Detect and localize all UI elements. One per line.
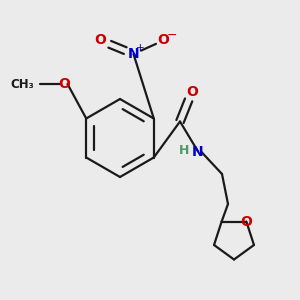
- Text: O: O: [158, 34, 169, 47]
- Text: O: O: [240, 214, 252, 229]
- Text: N: N: [128, 47, 139, 61]
- Text: CH₃: CH₃: [11, 77, 34, 91]
- Text: −: −: [167, 28, 177, 42]
- Text: O: O: [94, 34, 106, 47]
- Text: H: H: [179, 144, 190, 157]
- Text: O: O: [186, 85, 198, 98]
- Text: O: O: [58, 77, 70, 91]
- Text: +: +: [136, 43, 144, 53]
- Text: N: N: [192, 145, 204, 158]
